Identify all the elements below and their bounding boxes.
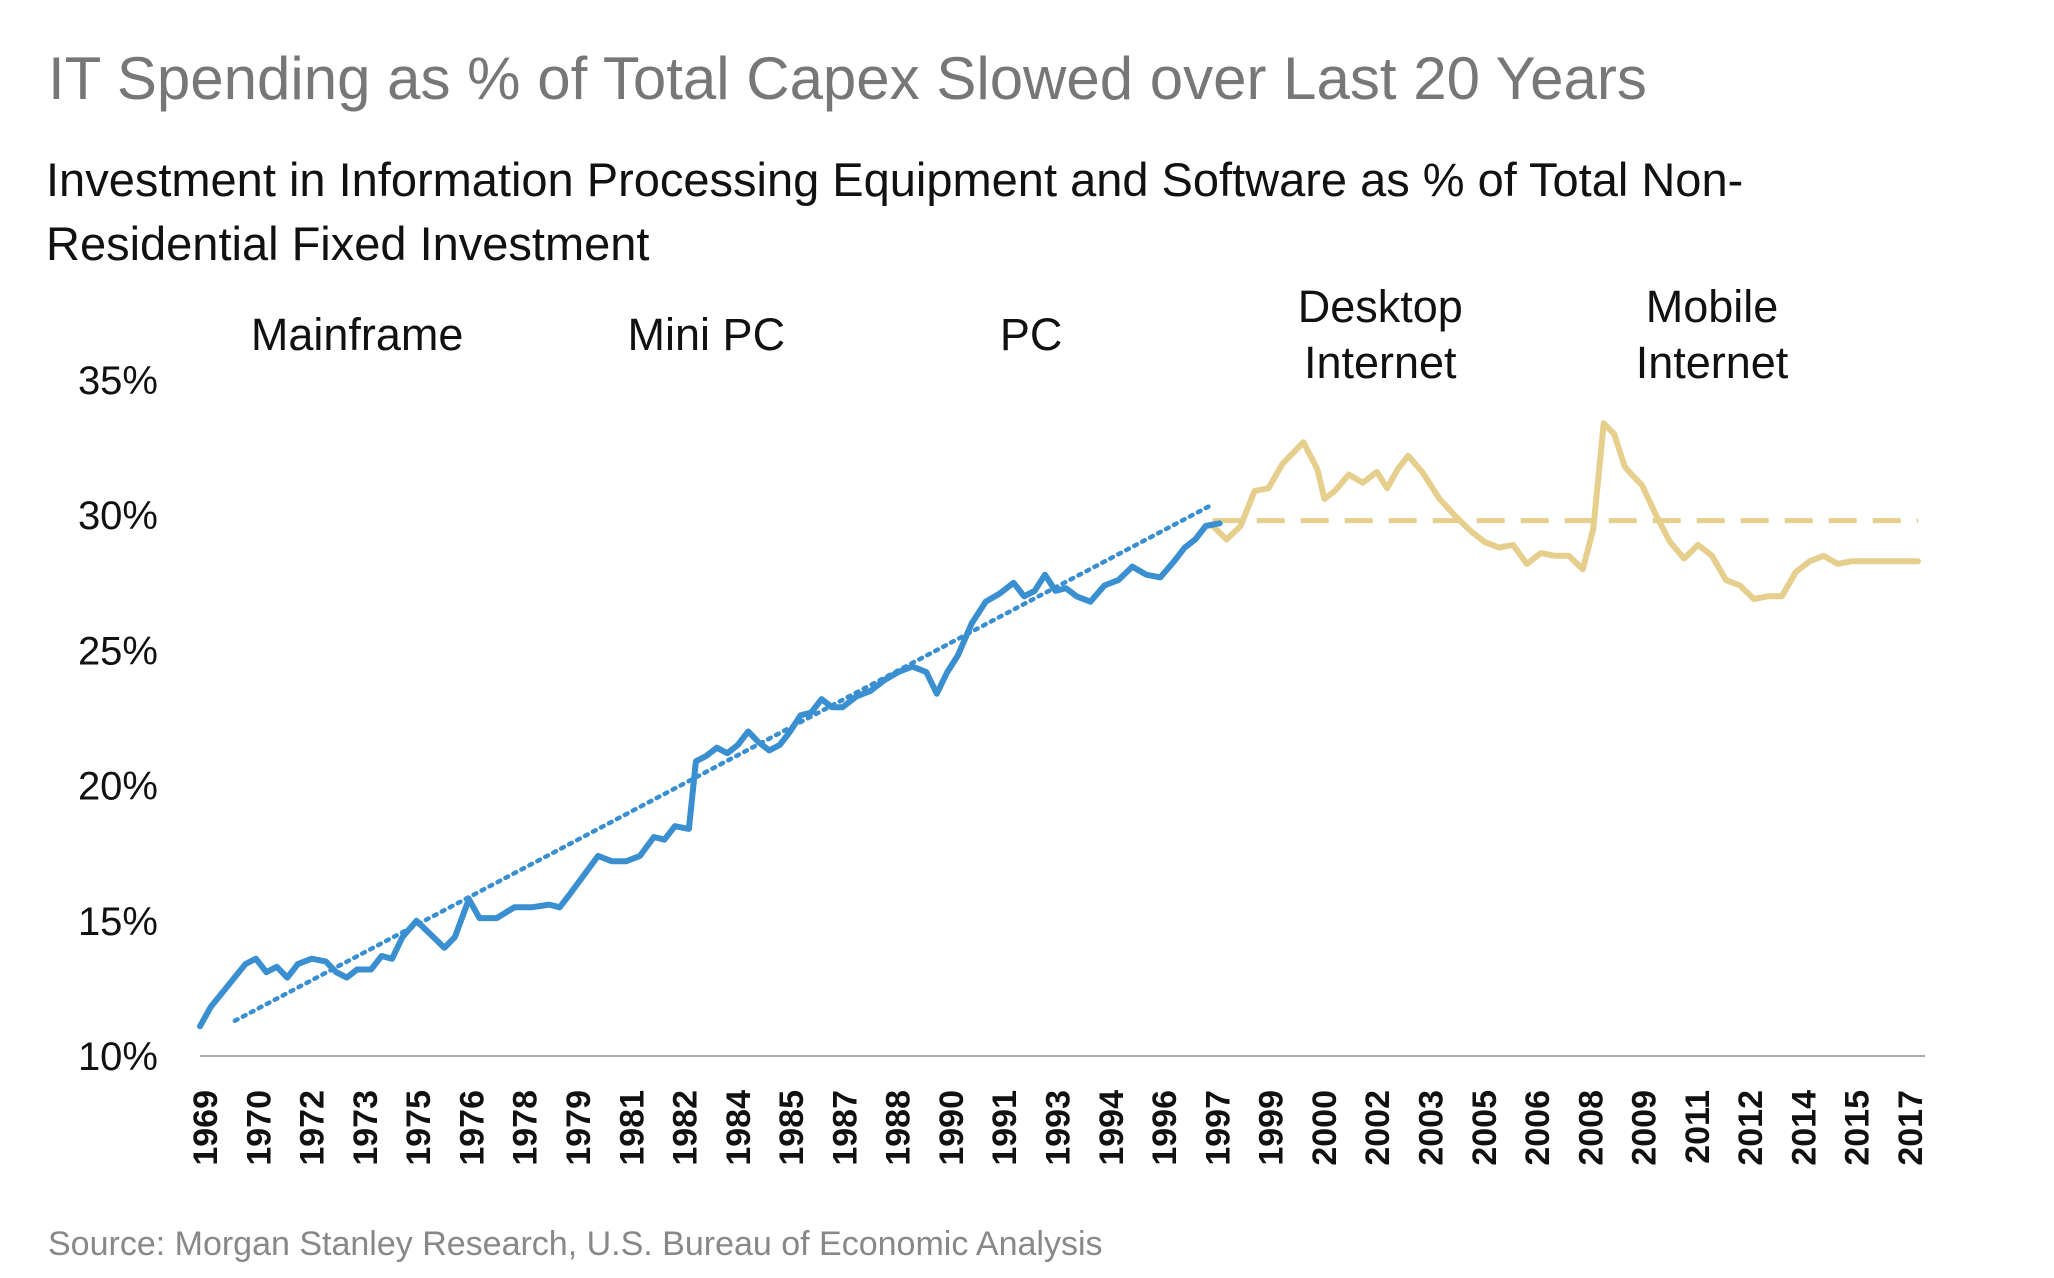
era-label: Desktop xyxy=(1298,281,1463,332)
x-tick-label: 1985 xyxy=(773,1090,811,1166)
x-tick-label: 2009 xyxy=(1626,1090,1664,1166)
x-tick-label: 1993 xyxy=(1040,1090,1078,1166)
x-tick-label: 2005 xyxy=(1466,1090,1504,1166)
x-tick-label: 1970 xyxy=(240,1090,278,1166)
x-tick-label: 2011 xyxy=(1679,1090,1717,1164)
x-tick-label: 1979 xyxy=(560,1090,598,1166)
x-tick-label: 1987 xyxy=(826,1090,864,1166)
plot-lines xyxy=(197,420,1921,1030)
x-tick-label: 1981 xyxy=(613,1090,651,1166)
x-tick-label: 2008 xyxy=(1572,1090,1610,1166)
y-tick-label: 20% xyxy=(78,765,158,809)
x-tick-label: 2000 xyxy=(1306,1090,1344,1166)
era-label: Mini PC xyxy=(628,309,786,360)
x-tick-label: 2012 xyxy=(1732,1090,1770,1166)
x-tick-label: 1994 xyxy=(1093,1090,1131,1166)
y-tick-label: 10% xyxy=(78,1035,158,1079)
y-tick-label: 35% xyxy=(78,359,158,403)
x-tick-label: 1973 xyxy=(347,1090,385,1166)
y-tick-label: 25% xyxy=(78,629,158,673)
chart-title: Investment in Information Processing Equ… xyxy=(46,153,1744,270)
x-tick-label: 1988 xyxy=(880,1090,918,1166)
x-tick-label: 1996 xyxy=(1146,1090,1184,1166)
x-axis: 1969 1970 1972 1973 1975 1976 1978 1979 1981 1982… xyxy=(187,1090,1930,1166)
x-tick-label: 1990 xyxy=(933,1090,971,1166)
x-tick-label: 1972 xyxy=(294,1090,332,1166)
x-tick-label: 2015 xyxy=(1839,1090,1877,1166)
series-line-solid-blue xyxy=(197,520,1223,1030)
x-tick-label: 2014 xyxy=(1785,1090,1823,1166)
x-tick-label: 2017 xyxy=(1892,1090,1930,1166)
x-tick-label: 1999 xyxy=(1253,1090,1291,1166)
era-labels: Mainframe Mini PC PCDesktopInternetMobileI… xyxy=(251,281,1789,388)
y-tick-label: 15% xyxy=(78,900,158,944)
y-axis: 10% 15% 20% 25% 30% 35% xyxy=(78,359,158,1079)
x-tick-label: 1969 xyxy=(187,1090,225,1166)
source-note: Source: Morgan Stanley Research, U.S. Bu… xyxy=(48,1225,1103,1263)
era-label: Mainframe xyxy=(251,309,464,360)
x-tick-label: 1976 xyxy=(453,1090,491,1166)
x-tick-label: 1984 xyxy=(720,1090,758,1166)
headline: IT Spending as % of Total Capex Slowed o… xyxy=(48,45,1647,112)
x-tick-label: 1978 xyxy=(507,1090,545,1166)
era-label: PC xyxy=(1000,309,1063,360)
x-tick-label: 1991 xyxy=(986,1090,1024,1166)
x-tick-label: 2002 xyxy=(1359,1090,1397,1166)
x-tick-label: 1997 xyxy=(1199,1090,1237,1166)
x-tick-label: 2003 xyxy=(1412,1090,1450,1166)
x-tick-label: 1975 xyxy=(400,1090,438,1166)
era-label: Internet xyxy=(1636,337,1789,388)
series-line-solid-gold xyxy=(1209,420,1921,602)
y-tick-label: 30% xyxy=(78,494,158,538)
era-label: Mobile xyxy=(1646,281,1779,332)
x-tick-label: 2006 xyxy=(1519,1090,1557,1166)
era-label: Internet xyxy=(1304,337,1457,388)
series-line-dotted-blue-trend xyxy=(232,502,1215,1024)
x-tick-label: 1982 xyxy=(667,1090,705,1166)
